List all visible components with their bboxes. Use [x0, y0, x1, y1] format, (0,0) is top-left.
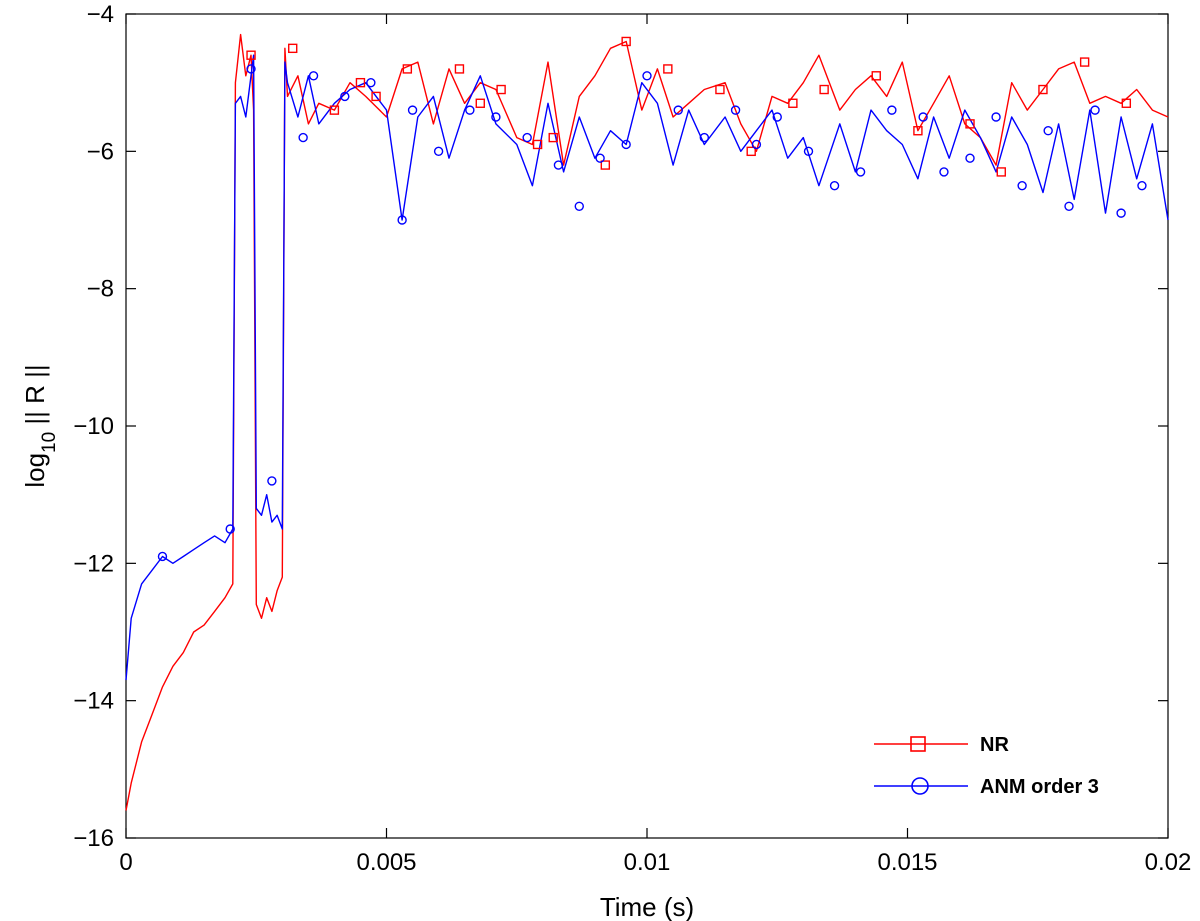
y-tick-label: −4 — [87, 1, 114, 28]
data-point-marker — [157, 551, 168, 562]
data-point-marker — [433, 146, 444, 157]
data-point-marker — [642, 71, 652, 81]
data-point-marker — [355, 77, 366, 88]
data-point-marker — [913, 126, 923, 136]
data-point-marker — [308, 71, 319, 81]
data-point-marker — [1090, 105, 1100, 115]
data-point-marker — [246, 64, 256, 74]
data-point-marker — [772, 112, 782, 122]
plot-area — [125, 13, 1169, 839]
y-tick-label: −16 — [73, 825, 114, 852]
data-point-marker — [371, 91, 381, 102]
x-tick-label: 0.01 — [624, 849, 671, 876]
data-point-marker — [887, 105, 897, 115]
data-point-marker — [246, 50, 256, 60]
x-axis-label: Time (s) — [600, 892, 694, 921]
data-point-marker — [746, 146, 756, 157]
y-axis-label: log10 || R || — [20, 364, 60, 487]
data-point-marker — [991, 112, 1001, 122]
data-point-marker — [1043, 126, 1053, 136]
x-tick-label: 0 — [119, 849, 132, 876]
data-point-marker — [699, 132, 710, 143]
y-tick-label: −12 — [73, 550, 114, 577]
data-point-marker — [595, 153, 605, 163]
legend: NR ANM order 3 — [874, 734, 1099, 798]
data-point-marker — [600, 160, 611, 170]
data-point-marker — [855, 167, 866, 177]
y-tick-label: −8 — [87, 276, 114, 303]
y-tick-label: −14 — [73, 688, 114, 715]
data-point-marker — [475, 98, 485, 108]
data-point-marker — [673, 105, 683, 115]
data-point-marker — [1017, 180, 1027, 191]
x-tick-label: 0.015 — [877, 849, 937, 876]
series-line-0 — [125, 33, 1169, 811]
legend-label-anm: ANM order 3 — [980, 776, 1099, 798]
data-point-marker — [340, 91, 350, 102]
data-point-marker — [267, 476, 277, 486]
data-point-marker — [397, 215, 407, 225]
data-point-marker — [288, 43, 298, 54]
y-axis-label-rest: || R || — [20, 364, 50, 431]
legend-marker-anm — [911, 777, 929, 795]
data-point-marker — [1079, 57, 1090, 67]
data-point-marker — [496, 84, 506, 95]
data-point-marker — [871, 71, 881, 81]
data-point-marker — [454, 64, 465, 74]
series-line-1 — [125, 54, 1169, 681]
data-point-marker — [819, 84, 829, 95]
data-point-marker — [918, 112, 928, 122]
legend-label-nr: NR — [980, 734, 1009, 756]
y-tick-label: −6 — [87, 138, 114, 165]
data-point-marker — [548, 132, 558, 143]
y-axis-label-main: log — [20, 453, 50, 488]
data-point-marker — [996, 167, 1006, 177]
x-tick-label: 0.005 — [356, 849, 416, 876]
ticks-layer: 0 0.005 0.01 0.015 0.02 −16 −14 −12 −10 −8 −6 −4 — [73, 1, 1191, 876]
x-tick-label: 0.02 — [1145, 849, 1192, 876]
data-point-marker — [407, 105, 418, 115]
data-point-marker — [663, 64, 673, 74]
data-point-marker — [730, 105, 741, 115]
y-tick-label: −10 — [73, 413, 114, 440]
data-point-marker — [965, 153, 975, 163]
data-point-marker — [715, 84, 725, 95]
data-point-marker — [402, 64, 413, 74]
data-point-marker — [1064, 201, 1074, 211]
data-point-marker — [788, 98, 798, 108]
legend-marker-nr — [910, 736, 926, 752]
data-point-marker — [465, 105, 475, 115]
data-point-marker — [751, 139, 762, 150]
data-point-marker — [829, 180, 840, 191]
data-point-marker — [1121, 98, 1132, 108]
data-point-marker — [329, 105, 340, 115]
data-point-marker — [1137, 180, 1147, 191]
data-point-marker — [298, 132, 308, 143]
series-layer — [125, 33, 1169, 811]
data-point-marker — [1116, 208, 1126, 218]
data-point-marker — [366, 77, 376, 88]
data-point-marker — [532, 139, 543, 150]
data-point-marker — [621, 36, 631, 47]
data-point-marker — [965, 119, 975, 129]
data-point-marker — [803, 146, 814, 157]
data-point-marker — [225, 524, 235, 534]
data-point-marker — [522, 132, 532, 143]
y-axis-label-sub: 10 — [39, 432, 60, 453]
data-point-marker — [491, 112, 501, 122]
data-point-marker — [1038, 84, 1048, 95]
data-point-marker — [553, 160, 564, 170]
marker-layer — [157, 36, 1147, 562]
data-point-marker — [621, 139, 631, 150]
data-point-marker — [574, 201, 584, 211]
data-point-marker — [939, 167, 949, 177]
